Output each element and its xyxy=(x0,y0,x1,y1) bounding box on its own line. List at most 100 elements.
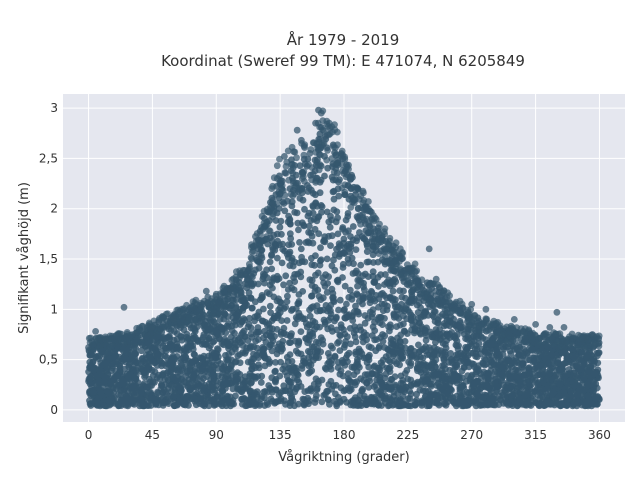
data-point xyxy=(456,324,464,332)
y-axis-label: Signifikant våghöjd (m) xyxy=(17,182,32,334)
data-point xyxy=(324,280,332,287)
data-point xyxy=(285,241,293,249)
data-point xyxy=(563,338,570,346)
data-point xyxy=(319,340,327,348)
data-point xyxy=(318,398,326,406)
data-point xyxy=(283,353,291,361)
data-point xyxy=(363,359,371,366)
data-point xyxy=(486,401,494,408)
data-point xyxy=(185,314,192,322)
data-point xyxy=(334,278,342,286)
data-point xyxy=(322,271,329,279)
data-point xyxy=(189,377,196,385)
data-point xyxy=(287,235,295,242)
data-point xyxy=(426,294,434,302)
data-point xyxy=(344,370,352,377)
data-point xyxy=(405,402,413,409)
data-point xyxy=(467,373,475,380)
data-point xyxy=(396,245,404,253)
data-point xyxy=(373,370,380,378)
data-point xyxy=(114,342,121,350)
data-point xyxy=(278,185,286,193)
data-point xyxy=(202,287,210,295)
data-point xyxy=(465,309,472,317)
data-point xyxy=(143,402,151,409)
data-point xyxy=(233,341,241,349)
data-point xyxy=(392,313,400,321)
data-point xyxy=(271,377,279,385)
data-point xyxy=(427,391,434,399)
data-point xyxy=(321,172,328,180)
data-point xyxy=(401,370,409,377)
data-point xyxy=(341,282,349,290)
data-point xyxy=(508,382,516,390)
data-point xyxy=(404,395,412,402)
data-point xyxy=(334,230,342,238)
data-point xyxy=(174,344,182,352)
data-point xyxy=(245,289,253,297)
data-point xyxy=(317,109,325,117)
data-point xyxy=(136,326,143,334)
data-point xyxy=(273,297,281,305)
data-point xyxy=(488,332,495,340)
data-point xyxy=(419,354,427,362)
data-point xyxy=(132,366,140,374)
data-point xyxy=(260,345,268,353)
data-point xyxy=(255,336,262,343)
data-point xyxy=(309,332,317,340)
data-point xyxy=(130,345,138,353)
data-point xyxy=(425,281,433,288)
data-point xyxy=(422,329,429,336)
data-point xyxy=(252,266,259,274)
data-point xyxy=(513,402,521,410)
data-point xyxy=(458,300,466,308)
data-point xyxy=(254,324,262,331)
data-point xyxy=(209,371,217,379)
data-point xyxy=(453,392,460,400)
data-point xyxy=(189,358,197,366)
data-point xyxy=(149,324,156,331)
data-point xyxy=(85,344,92,351)
data-point xyxy=(387,375,395,383)
data-point xyxy=(399,380,407,387)
data-point xyxy=(97,389,105,397)
data-point xyxy=(229,296,237,304)
data-point xyxy=(261,388,269,395)
data-point xyxy=(199,364,207,372)
data-point xyxy=(324,350,332,357)
data-point xyxy=(261,327,268,335)
data-point xyxy=(282,163,290,170)
data-point xyxy=(307,361,315,369)
data-point xyxy=(519,351,527,359)
data-point xyxy=(336,331,344,339)
data-point xyxy=(446,334,454,341)
data-point xyxy=(338,184,346,192)
data-point xyxy=(546,324,554,331)
data-point xyxy=(90,366,97,374)
data-point xyxy=(289,397,297,404)
data-point xyxy=(317,334,325,341)
data-point xyxy=(122,355,130,362)
data-point xyxy=(569,334,577,342)
data-point xyxy=(291,271,299,278)
data-point xyxy=(556,368,564,376)
data-point xyxy=(340,235,348,243)
data-point xyxy=(295,226,302,234)
data-point xyxy=(361,395,368,403)
data-point xyxy=(232,304,240,312)
data-point xyxy=(447,350,454,357)
data-point xyxy=(182,353,189,360)
data-point xyxy=(242,347,250,355)
data-point xyxy=(273,162,281,170)
data-point xyxy=(447,394,454,402)
data-point xyxy=(341,306,348,313)
data-point xyxy=(489,321,497,328)
data-point xyxy=(150,317,158,325)
data-point xyxy=(369,251,377,259)
x-axis-label: Vågriktning (grader) xyxy=(278,450,409,465)
data-point xyxy=(341,153,349,161)
data-point xyxy=(276,308,284,316)
data-point xyxy=(510,316,518,323)
data-point xyxy=(378,300,386,308)
data-point xyxy=(392,381,399,389)
